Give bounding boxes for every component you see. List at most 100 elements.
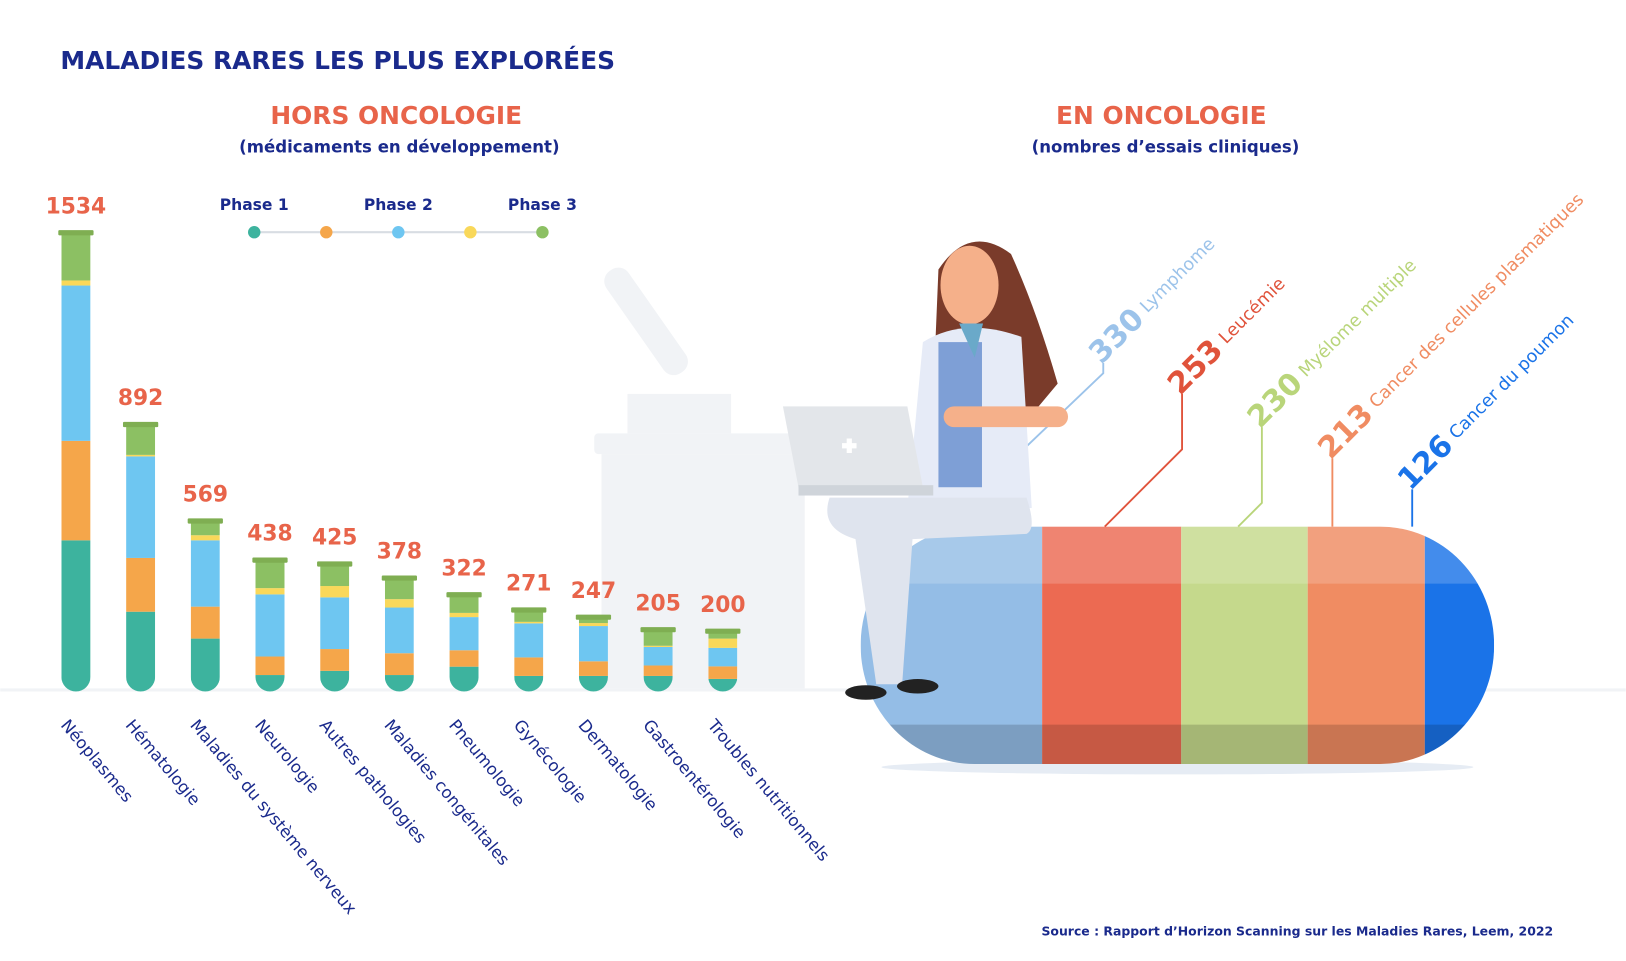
bar-segment [255, 594, 285, 657]
total-label: 322 [441, 556, 486, 581]
pill-segment [1181, 526, 1308, 765]
bar-segment [578, 626, 608, 662]
bar-segment [384, 653, 414, 676]
bar-segment [449, 650, 479, 667]
floor-line [0, 688, 1626, 692]
bar-segment [643, 630, 673, 646]
microscope-base [627, 393, 732, 434]
laptop-cross [842, 438, 857, 454]
bar-segment [449, 595, 479, 613]
cabinet [601, 454, 805, 689]
category-label: Leucémie [1215, 274, 1289, 348]
source: Source : Rapport d’Horizon Scanning sur … [1041, 923, 1553, 938]
bar-segment [61, 285, 91, 441]
bar-segment [708, 678, 738, 692]
tube [384, 578, 414, 692]
pill [860, 526, 1495, 765]
tube [578, 617, 608, 692]
tube-cap [317, 561, 353, 567]
bar-segment [514, 621, 544, 624]
legs [827, 497, 1032, 685]
bar-segment [126, 456, 156, 558]
tube [708, 631, 738, 692]
legend-dot [464, 225, 477, 239]
value-label: 126 [1391, 428, 1460, 497]
pill-label: 230Myélome multiple [1241, 250, 1426, 435]
shoe [896, 679, 939, 694]
legend-dot [320, 225, 333, 239]
bar-segment [190, 521, 220, 536]
tube [61, 233, 91, 692]
total-label: 1534 [46, 194, 107, 219]
tube-cap [705, 628, 741, 634]
collar [959, 323, 984, 358]
tube [643, 630, 673, 692]
bar-segment [708, 638, 738, 648]
bar-segment [126, 611, 156, 692]
laptop-base [798, 485, 934, 496]
legend-dot [392, 225, 405, 239]
total-label: 569 [183, 483, 228, 508]
main-title: MALADIES RARES LES PLUS EXPLORÉES [60, 46, 615, 75]
bar-segment [643, 675, 673, 692]
tube-cap [122, 421, 159, 428]
bar-segment [126, 454, 156, 457]
bar-segment [514, 610, 544, 622]
pill-label: 126Cancer du poumon [1391, 305, 1583, 497]
arm [943, 406, 1069, 428]
tube-cap [640, 627, 676, 633]
bar-segment [61, 280, 91, 286]
x-tick-label: Autres pathologies [316, 716, 430, 847]
category-label: Cancer du poumon [1446, 311, 1579, 444]
total-label: 200 [700, 593, 745, 618]
bar-segment [643, 646, 673, 666]
pill-segment [1042, 526, 1182, 765]
bar-segment [190, 638, 220, 692]
doctor-illustration [782, 241, 1069, 700]
shoe [845, 685, 887, 700]
total-label: 438 [247, 522, 292, 547]
total-label: 425 [312, 526, 357, 551]
bar-segment [190, 540, 220, 607]
tube-cap [446, 592, 482, 598]
desk [594, 433, 812, 455]
chart-subtitle: (médicaments en développement) [239, 138, 559, 157]
total-label: 271 [506, 572, 551, 597]
tube [126, 425, 156, 692]
bar-segment [126, 425, 156, 455]
tube-cap [187, 518, 223, 524]
bar-segment [126, 557, 156, 612]
leader-line [1104, 393, 1183, 528]
pill-segment [1307, 526, 1425, 765]
legend-dot [248, 225, 261, 239]
bar-segment [514, 623, 544, 658]
total-label: 247 [571, 579, 616, 604]
leader-line [1237, 427, 1263, 528]
x-tick-label: Troubles nutritionnels [703, 715, 833, 865]
bar-segment [643, 665, 673, 676]
bar-segment [708, 647, 738, 667]
face [940, 245, 999, 325]
x-tick-label: Maladies congénitales [380, 716, 513, 869]
bar-segment [514, 657, 544, 676]
pill-shade [860, 724, 1495, 765]
bar-segment [514, 675, 544, 692]
bar-segment [320, 649, 350, 671]
tube-cap [381, 575, 417, 581]
bar-segment [578, 661, 608, 676]
tube [449, 595, 479, 692]
bar-segment [708, 631, 738, 639]
bar-segment [320, 597, 350, 650]
tube [255, 560, 285, 692]
tube [514, 610, 544, 692]
bar-segment [449, 612, 479, 618]
bar-segment [384, 675, 414, 692]
bar-segment [578, 623, 608, 627]
tube-cap [58, 230, 94, 236]
value-label: 253 [1161, 332, 1230, 401]
bar-segment [578, 617, 608, 624]
legend-label: Phase 3 [508, 196, 577, 214]
background-decor [0, 267, 1626, 692]
